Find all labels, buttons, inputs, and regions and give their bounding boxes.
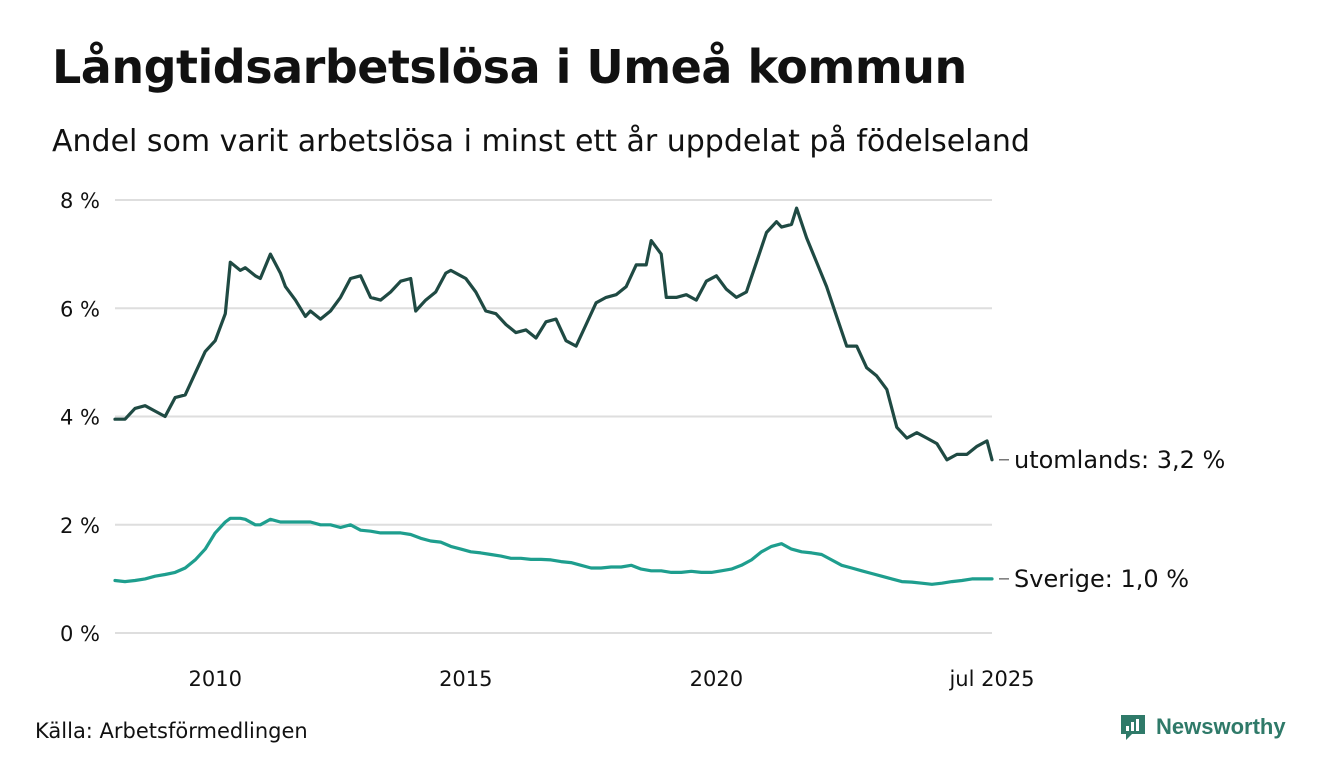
y-tick-label: 4 %: [60, 406, 100, 430]
y-tick-label: 0 %: [60, 622, 100, 646]
y-tick-label: 8 %: [60, 189, 100, 213]
source-note: Källa: Arbetsförmedlingen: [35, 719, 308, 743]
y-axis: 0 % 2 % 4 % 6 % 8 %: [60, 189, 100, 646]
y-tick-label: 2 %: [60, 514, 100, 538]
series-lines: [113, 206, 994, 586]
x-tick-label: jul 2025: [948, 667, 1034, 691]
x-axis: 2010 2015 2020 jul 2025: [189, 667, 1035, 691]
series-line-sverige: [113, 516, 994, 586]
brand-logo[interactable]: Newsworthy: [1118, 712, 1286, 742]
newsworthy-logo-icon: [1121, 715, 1145, 740]
x-tick-label: 2015: [439, 667, 492, 691]
chart-title: Långtidsarbetslösa i Umeå kommun: [52, 40, 967, 94]
series-end-labels: utomlands: 3,2 % Sverige: 1,0 %: [999, 446, 1225, 593]
series-end-label-utomlands: utomlands: 3,2 %: [1014, 446, 1225, 474]
y-tick-label: 6 %: [60, 297, 100, 321]
chart-subtitle: Andel som varit arbetslösa i minst ett å…: [52, 124, 1030, 159]
brand-name: Newsworthy: [1156, 714, 1286, 739]
series-end-label-sverige: Sverige: 1,0 %: [1014, 565, 1189, 593]
grid-lines: [115, 199, 992, 634]
series-line-utomlands: [113, 206, 994, 462]
x-tick-label: 2020: [690, 667, 743, 691]
x-tick-label: 2010: [189, 667, 242, 691]
